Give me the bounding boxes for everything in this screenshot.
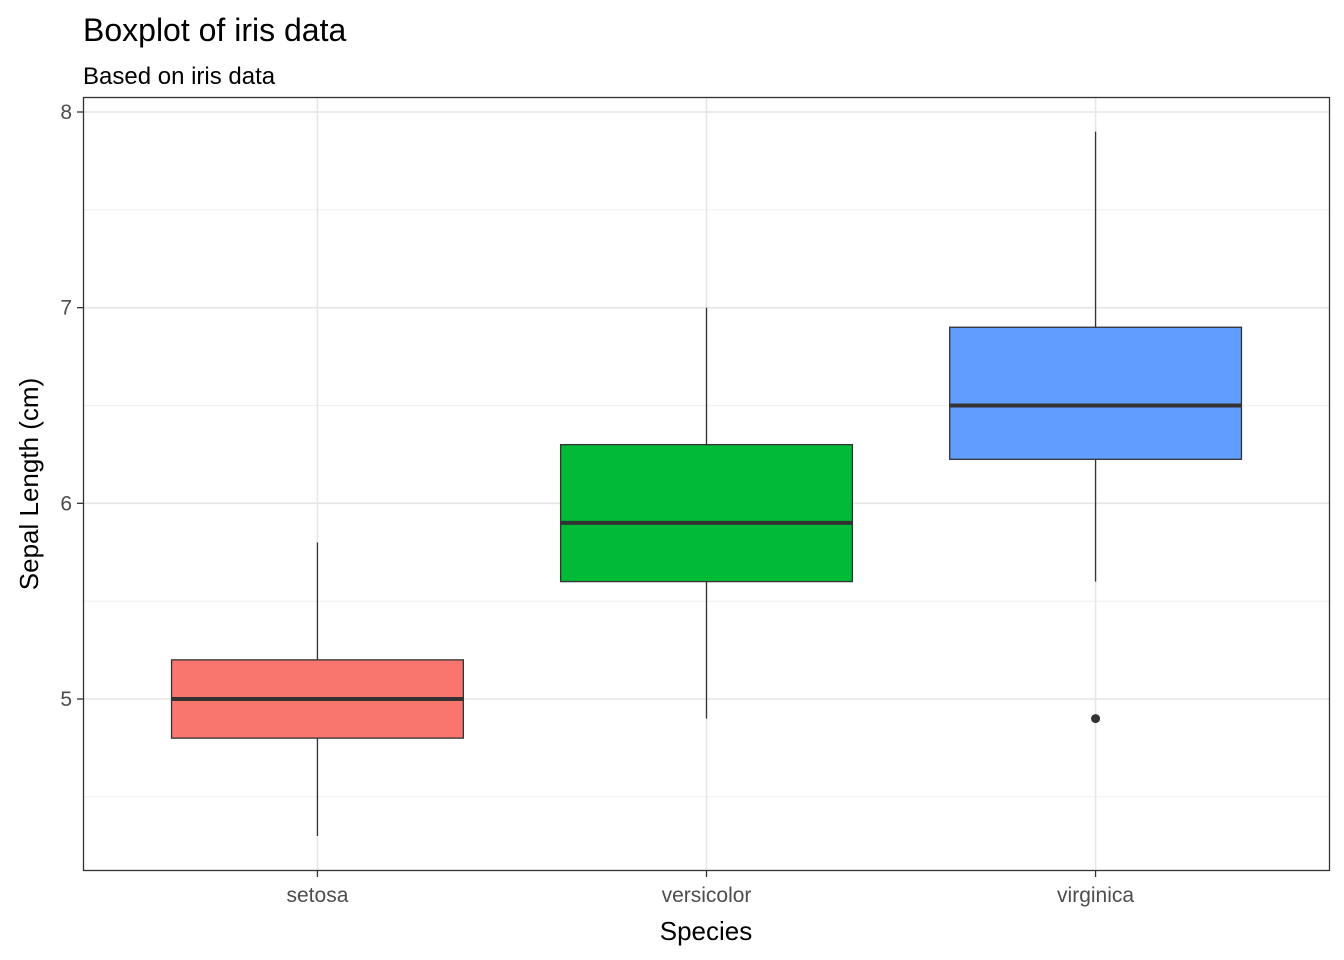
y-tick-label: 8 xyxy=(60,101,72,124)
y-axis-ticks: 5 6 7 8 xyxy=(60,101,84,711)
y-tick-label: 7 xyxy=(60,297,72,320)
box-virginica xyxy=(949,326,1243,460)
y-axis-title: Sepal Length (cm) xyxy=(14,378,44,590)
x-tick-label: virginica xyxy=(1057,884,1134,907)
x-tick-label: versicolor xyxy=(662,884,752,907)
boxes xyxy=(170,131,1243,836)
x-axis-ticks: setosa versicolor virginica xyxy=(287,870,1134,907)
chart-subtitle: Based on iris data xyxy=(83,63,276,90)
x-tick-label: setosa xyxy=(287,884,349,907)
x-axis-title: Species xyxy=(660,916,753,946)
box-versicolor xyxy=(559,443,854,583)
chart-title: Boxplot of iris data xyxy=(83,12,346,48)
outlier-point xyxy=(1091,714,1101,724)
y-tick-label: 5 xyxy=(60,688,72,711)
y-tick-label: 6 xyxy=(60,492,72,515)
